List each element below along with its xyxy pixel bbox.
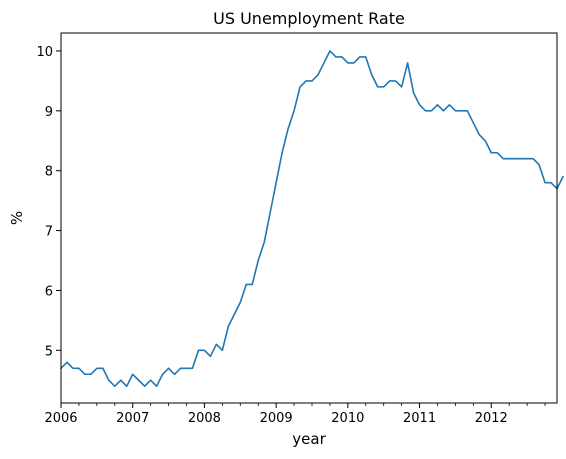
- x-tick-label: 2012: [475, 411, 508, 426]
- chart-title: US Unemployment Rate: [213, 9, 405, 28]
- y-tick-label: 7: [45, 225, 53, 240]
- y-tick-label: 10: [36, 45, 53, 60]
- y-tick-label: 8: [45, 165, 53, 180]
- y-tick-label: 6: [45, 284, 53, 299]
- x-axis-label: year: [292, 430, 326, 448]
- x-tick-label: 2008: [188, 411, 221, 426]
- x-tick-label: 2009: [260, 411, 293, 426]
- x-tick-label: 2011: [403, 411, 436, 426]
- x-tick-label: 2006: [44, 411, 77, 426]
- series-layer: [59, 50, 565, 388]
- unemployment-series-line: [59, 50, 565, 388]
- ticks-layer: 5 6 7 8 9 10 2006 2007 2008 2009 2010 2011 2012: [36, 45, 546, 426]
- y-axis-label: %: [8, 211, 26, 225]
- plot-frame: [60, 32, 558, 404]
- x-tick-label: 2007: [116, 411, 149, 426]
- y-tick-label: 5: [45, 344, 53, 359]
- y-tick-label: 9: [45, 105, 53, 120]
- x-tick-label: 2010: [331, 411, 364, 426]
